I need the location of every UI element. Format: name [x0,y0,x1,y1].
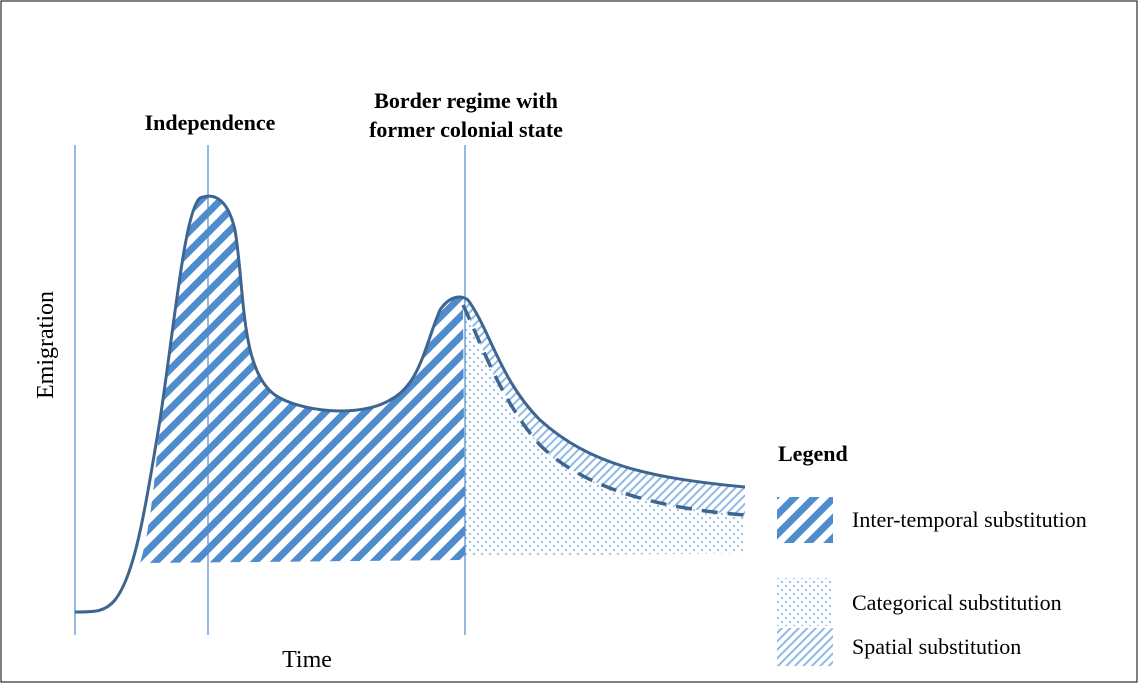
y-axis-label: Emigration [33,291,59,399]
annotation: former colonial state [369,117,563,142]
inter-temporal-area [140,196,465,564]
counterfactual-curve [461,304,746,517]
categorical-area [463,305,745,557]
legend-item: Categorical substitution [852,590,1062,615]
annotation: Border regime with [374,88,558,113]
legend-item: Spatial substitution [852,634,1021,659]
legend-swatch [777,628,833,666]
legend-item: Inter-temporal substitution [852,507,1087,532]
x-axis-label: Time [282,647,332,673]
legend-swatch [777,497,833,543]
emigration-curve [74,194,746,614]
annotation: Independence [145,110,276,135]
legend-title: Legend [778,441,848,466]
spatial-area [463,298,745,515]
legend-swatch [777,578,833,626]
